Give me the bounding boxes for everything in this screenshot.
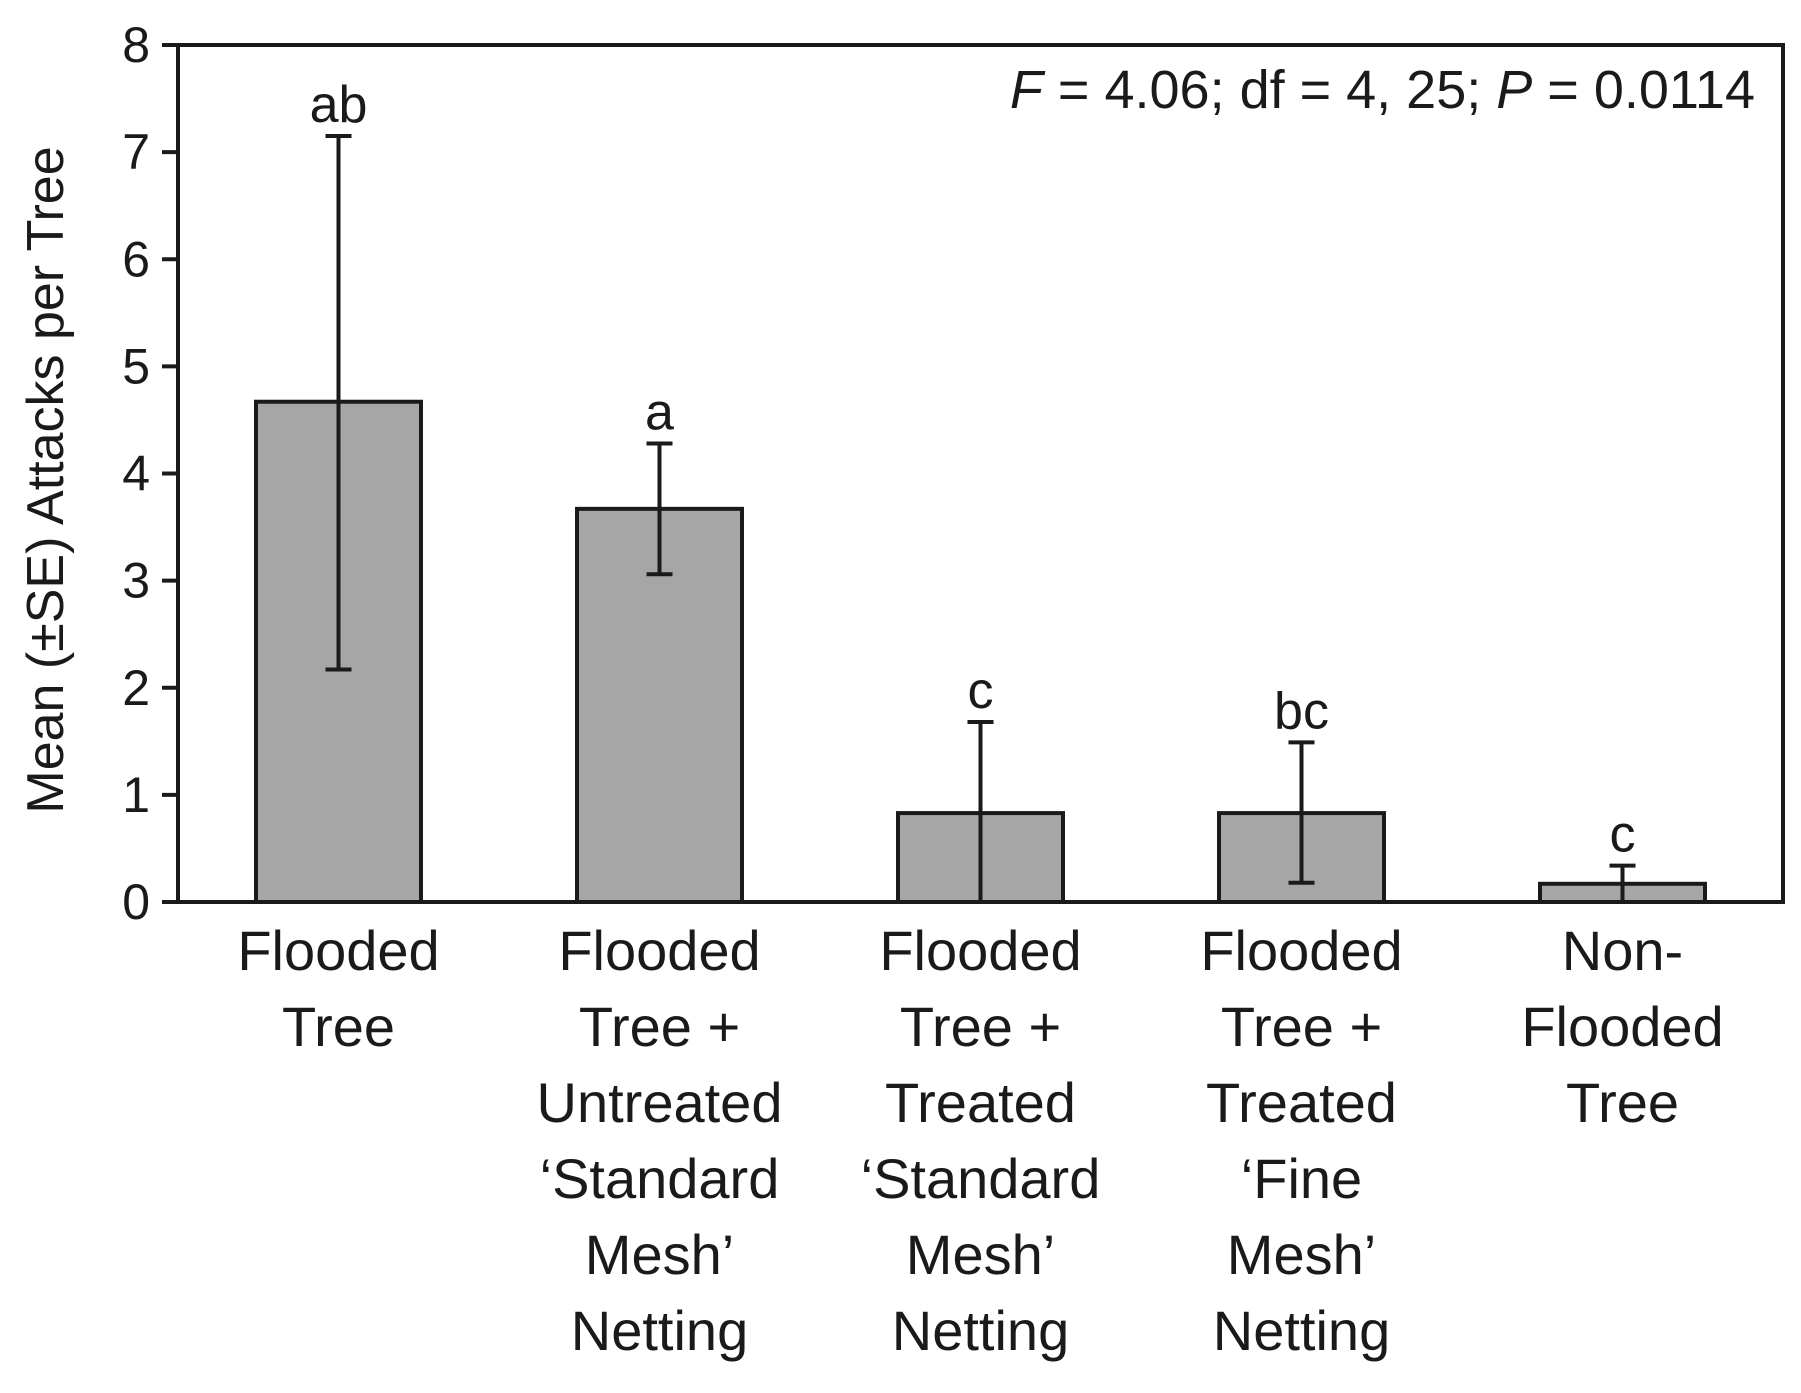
category-label-3-line-6: Netting (892, 1299, 1069, 1362)
significance-letter-1: ab (310, 76, 368, 134)
stats-p-symbol: P (1496, 60, 1532, 120)
category-label-1-line-2: Tree (282, 995, 395, 1058)
category-label-5-line-2: Flooded (1521, 995, 1723, 1058)
category-label-2-line-1: Flooded (558, 919, 760, 982)
category-label-3-line-3: Treated (885, 1071, 1076, 1134)
y-tick-label-4: 4 (122, 446, 150, 502)
category-label-4-line-3: Treated (1206, 1071, 1397, 1134)
category-label-2-line-6: Netting (571, 1299, 748, 1362)
stats-f-text: = 4.06; df = 4, 25; (1043, 60, 1496, 120)
y-tick-label-0: 0 (122, 874, 150, 930)
y-axis-title: Mean (±SE) Attacks per Tree (17, 146, 75, 813)
error-bars-layer (325, 134, 1636, 902)
y-tick-label-7: 7 (122, 124, 150, 180)
category-label-4-line-4: ‘Fine (1241, 1147, 1362, 1210)
category-label-2-line-2: Tree + (579, 995, 740, 1058)
category-label-3-line-4: ‘Standard (861, 1147, 1101, 1210)
category-label-4-line-6: Netting (1213, 1299, 1390, 1362)
stats-f-symbol: F (1010, 60, 1046, 120)
category-label-5-line-3: Tree (1566, 1071, 1679, 1134)
category-label-2-line-5: Mesh’ (585, 1223, 734, 1286)
y-tick-label-5: 5 (122, 338, 150, 394)
axes-layer: 0 1 2 3 4 5 6 7 8 (122, 17, 1785, 930)
significance-letter-3: c (968, 662, 994, 720)
stats-annotation: F = 4.06; df = 4, 25; P = 0.0114 (1010, 60, 1755, 120)
category-label-3-line-1: Flooded (879, 919, 1081, 982)
y-tick-label-8: 8 (122, 17, 150, 73)
stats-p-text: = 0.0114 (1532, 60, 1755, 120)
category-label-3-line-2: Tree + (900, 995, 1061, 1058)
category-label-4-line-2: Tree + (1221, 995, 1382, 1058)
category-label-4-line-1: Flooded (1200, 919, 1402, 982)
y-tick-label-1: 1 (122, 767, 150, 823)
category-label-2-line-4: ‘Standard (540, 1147, 780, 1210)
category-label-3-line-5: Mesh’ (906, 1223, 1055, 1286)
category-label-5-line-1: Non- (1562, 919, 1683, 982)
significance-letter-5: c (1610, 806, 1636, 864)
category-label-2-line-3: Untreated (537, 1071, 783, 1134)
category-label-4-line-5: Mesh’ (1227, 1223, 1376, 1286)
significance-letters-layer: ab a c bc c (310, 76, 1636, 864)
category-labels-layer: Flooded Tree Flooded Tree + Untreated ‘Standa… (237, 919, 1723, 1362)
category-label-1-line-1: Flooded (237, 919, 439, 982)
significance-letter-4: bc (1274, 682, 1329, 740)
y-tick-label-2: 2 (122, 660, 150, 716)
significance-letter-2: a (645, 384, 674, 442)
y-tick-label-3: 3 (122, 553, 150, 609)
y-tick-label-6: 6 (122, 231, 150, 287)
